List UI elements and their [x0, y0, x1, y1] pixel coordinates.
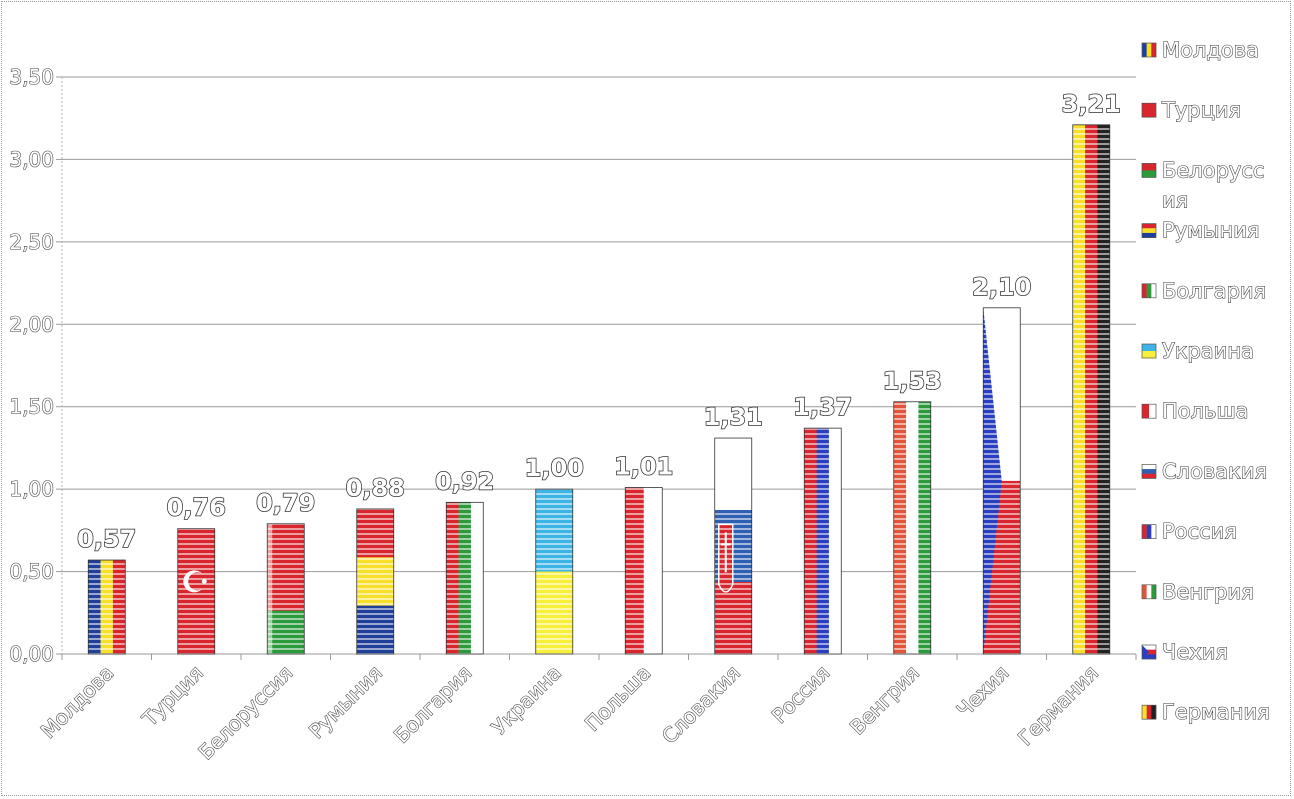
legend-item: Белорусс ия [1141, 158, 1265, 213]
legend-label: Польша [1162, 399, 1249, 423]
legend-swatch [1141, 223, 1157, 238]
x-tick-label: Болгария [389, 661, 476, 748]
legend-label: Болгария [1162, 279, 1266, 303]
legend-item: Польша [1141, 399, 1249, 424]
legend-item: Германия [1141, 700, 1270, 725]
data-labels: 0,57 0,76 0,79 0,88 0,92 1,00 1,01 1,31 1,37 1,53… [76, 89, 1121, 554]
legend-item: Словакия [1141, 459, 1268, 484]
x-tick-label: Белоруссия [194, 661, 298, 765]
data-label: 3,21 [1062, 90, 1121, 118]
bar-5 [445, 501, 484, 655]
legend-item: Молдова [1141, 37, 1260, 63]
bar-6 [535, 488, 574, 655]
legend-item: Румыния [1141, 218, 1260, 243]
legend-swatch [1141, 163, 1157, 178]
data-label: 0,76 [167, 494, 226, 522]
bar-11 [982, 307, 1021, 655]
legend-label: Чехия [1162, 640, 1228, 664]
x-tick-label: Германия [1013, 661, 1103, 751]
legend-label: Румыния [1162, 219, 1260, 243]
data-label: 0,57 [77, 525, 136, 553]
legend-label: Белорусс ия [1162, 158, 1264, 212]
bar-7 [624, 487, 663, 655]
x-tick-label: Румыния [304, 661, 387, 744]
legend-label: Турция [1161, 98, 1241, 122]
x-tick-label: Турция [137, 661, 208, 732]
legend-swatch [1141, 464, 1157, 479]
legend-label: Россия [1162, 520, 1237, 544]
data-label: 0,88 [346, 474, 405, 502]
y-tick-label: 3,50 [9, 65, 54, 89]
data-label: 1,31 [704, 403, 763, 431]
bar-8 [714, 437, 753, 655]
bar-12 [1072, 124, 1111, 655]
y-tick-label: 2,50 [9, 230, 54, 254]
y-tick-label: 1,50 [9, 395, 54, 419]
legend-swatch [1141, 704, 1157, 720]
legend-item: Чехия [1141, 639, 1229, 665]
legend-swatch [1141, 524, 1157, 539]
y-tick-label: 2,00 [9, 312, 54, 336]
x-tick-label: Россия [767, 661, 834, 728]
bars [87, 124, 1111, 655]
legend: Молдова Турция Белорусс ия Румыния Болгария Ук… [1141, 37, 1270, 725]
data-label: 0,92 [435, 467, 494, 495]
data-label: 2,10 [972, 273, 1031, 301]
x-tick-label: Словакия [657, 661, 745, 749]
legend-item: Болгария [1141, 278, 1267, 303]
bar-10 [893, 401, 932, 655]
data-label: 0,79 [256, 489, 315, 517]
data-label: 1,53 [883, 367, 942, 395]
data-label: 1,37 [793, 393, 852, 421]
data-label: 1,00 [525, 454, 584, 482]
legend-swatch [1141, 102, 1157, 118]
legend-label: Словакия [1162, 459, 1267, 483]
legend-swatch [1141, 403, 1157, 419]
y-tick-label: 1,00 [9, 477, 54, 501]
gridlines [56, 76, 1137, 660]
legend-item: Россия [1141, 519, 1237, 544]
bar-9 [803, 427, 842, 655]
legend-item: Турция [1141, 98, 1242, 123]
bar-2 [177, 528, 216, 655]
legend-swatch [1141, 343, 1157, 359]
x-tick-label: Венгрия [845, 661, 924, 740]
legend-swatch [1141, 283, 1157, 299]
x-tick-label: Чехия [952, 661, 1013, 722]
x-tick-label: Украина [487, 661, 566, 740]
data-label: 1,01 [614, 452, 673, 480]
legend-item: Венгрия [1141, 579, 1254, 604]
y-tick-label: 0,00 [9, 642, 54, 666]
legend-swatch [1141, 584, 1157, 600]
legend-label: Молдова [1162, 38, 1259, 62]
bar-4 [356, 508, 395, 655]
legend-item: Украина [1141, 338, 1254, 364]
y-axis-tick-labels: 0,00 0,50 1,00 1,50 2,00 2,50 3,00 3,50 [9, 64, 55, 666]
legend-label: Венгрия [1162, 580, 1254, 604]
legend-label: Украина [1162, 339, 1254, 363]
legend-swatch [1141, 644, 1157, 660]
bar-3 [266, 523, 305, 655]
bar-1 [87, 559, 126, 655]
legend-swatch [1141, 42, 1157, 58]
x-tick-label: Молдова [36, 661, 118, 743]
y-tick-label: 0,50 [9, 560, 54, 584]
x-tick-label: Польша [580, 661, 655, 736]
y-tick-label: 3,00 [9, 147, 54, 171]
legend-label: Германия [1162, 700, 1270, 724]
